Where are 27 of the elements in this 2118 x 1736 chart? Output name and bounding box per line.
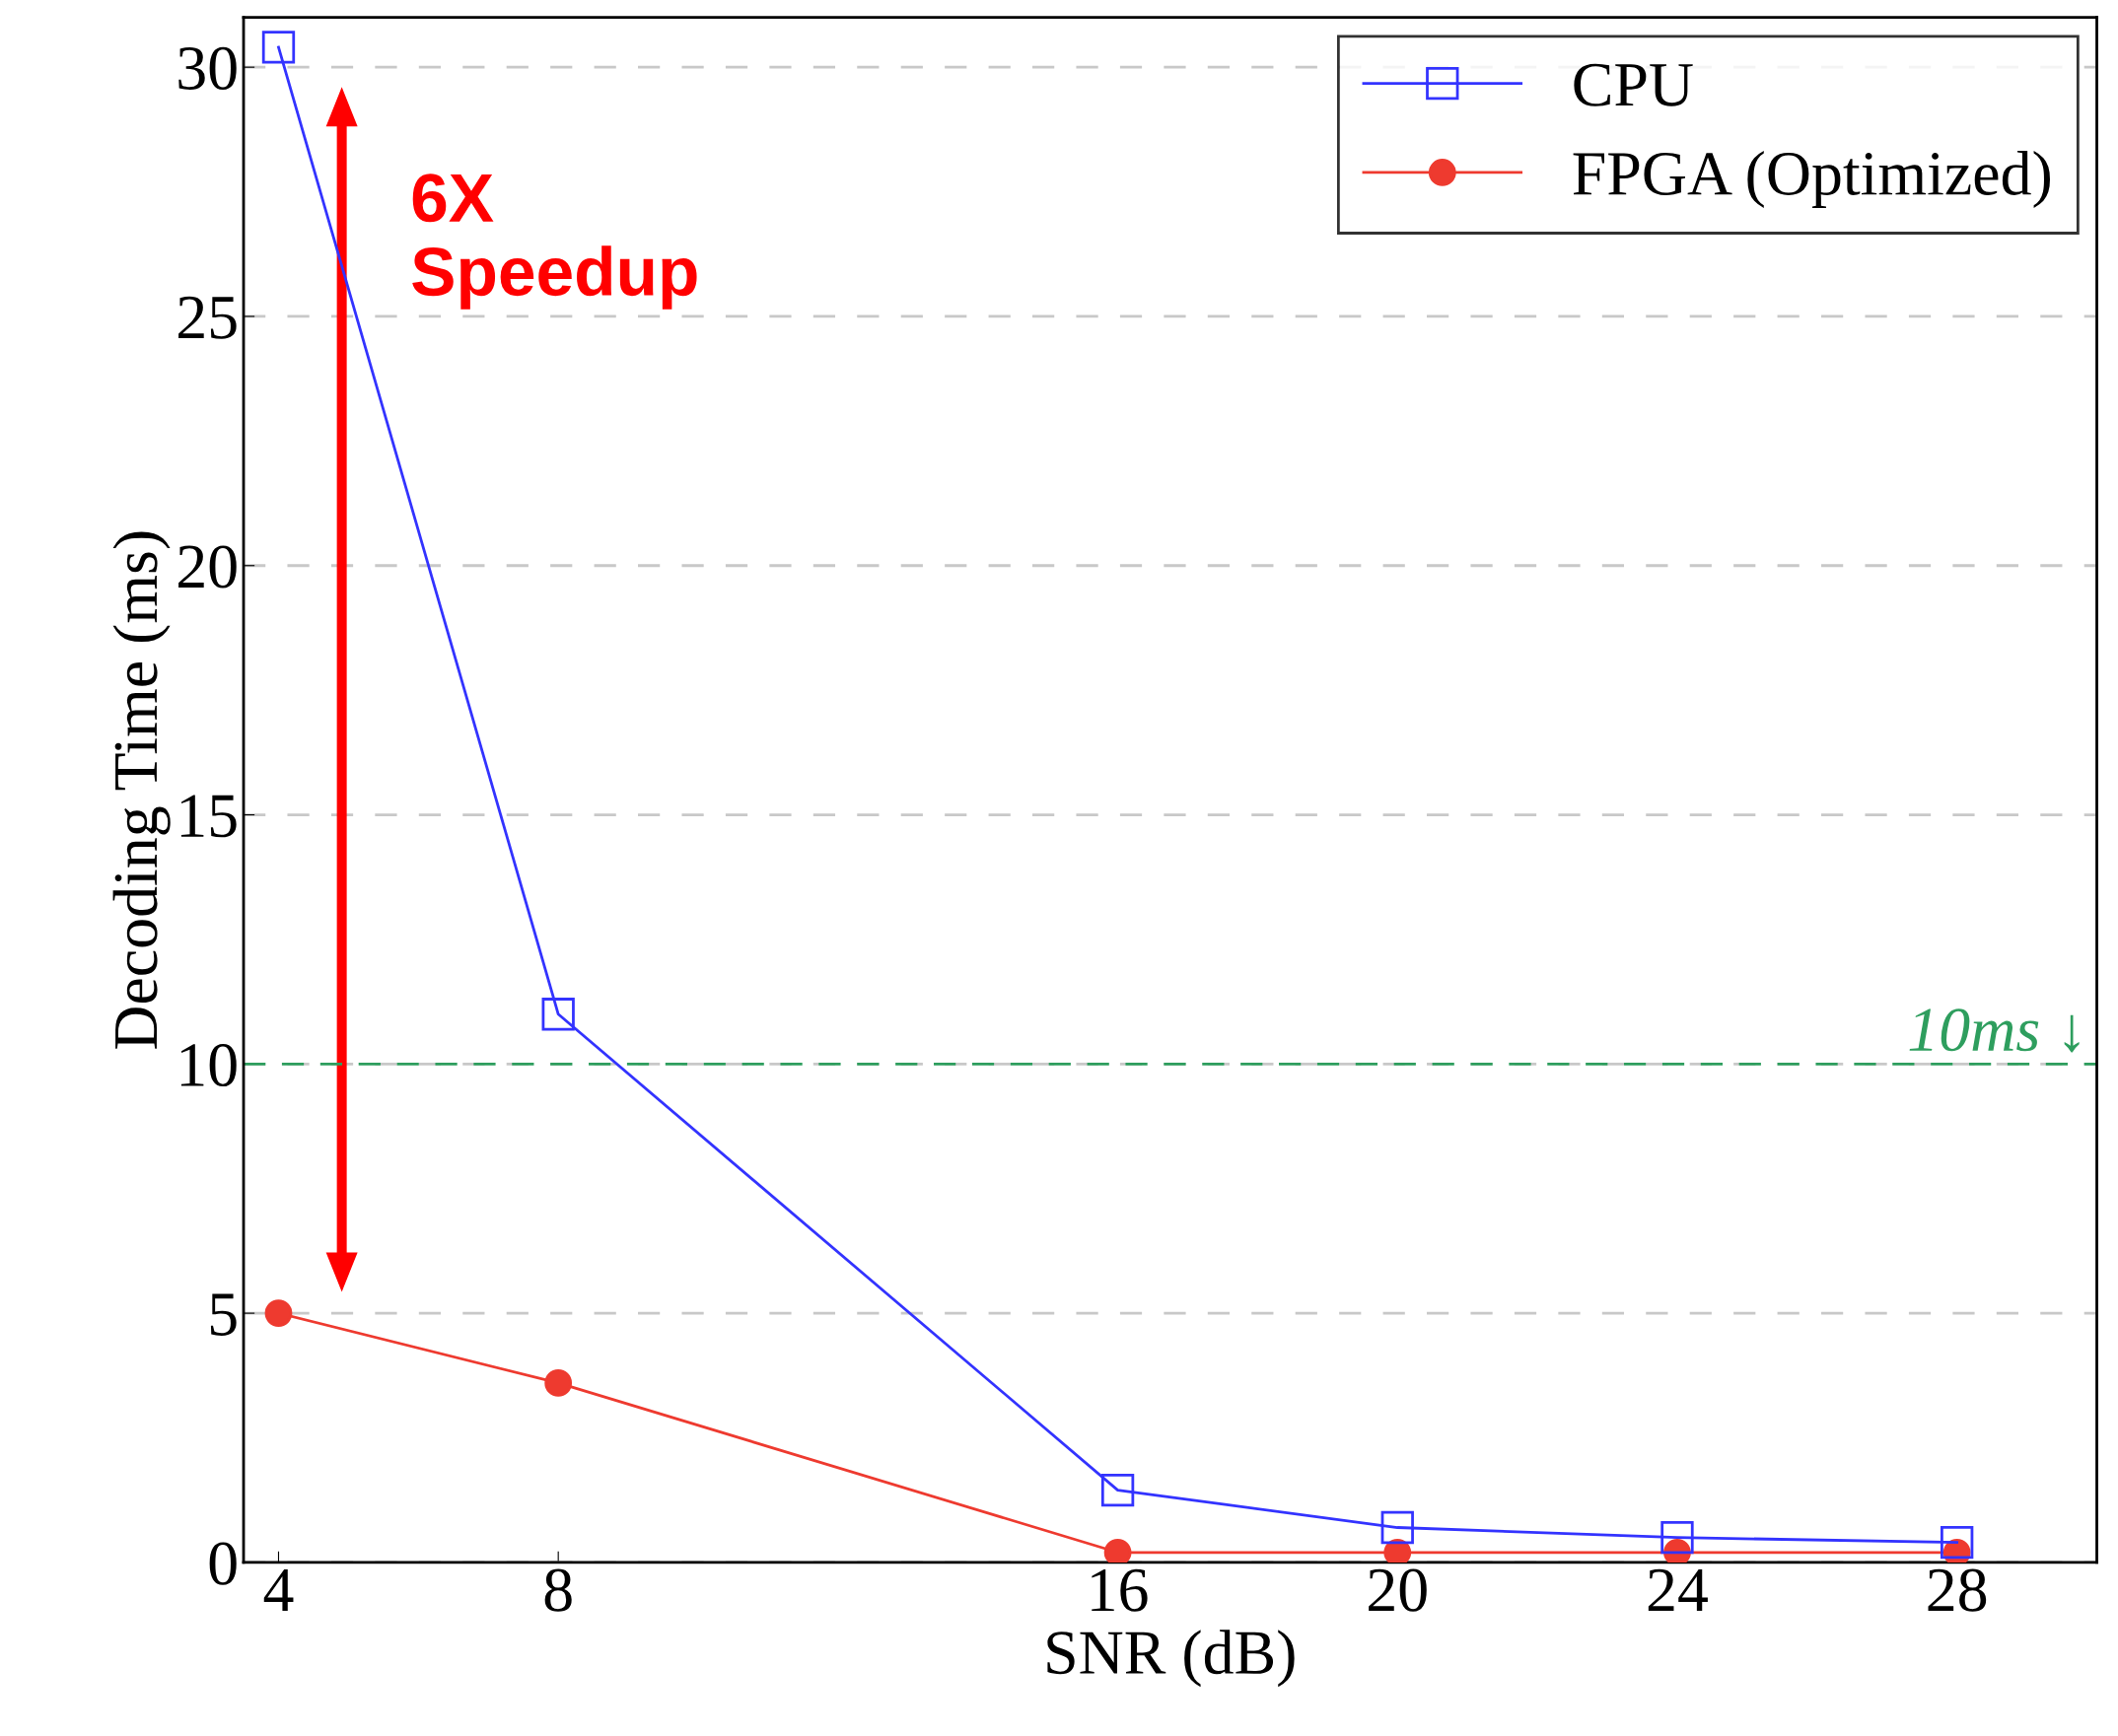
point xyxy=(264,1299,293,1327)
x-tick-label: 8 xyxy=(544,1568,572,1612)
annotation: 6X Speedup xyxy=(412,174,697,310)
y-tick-label: 0 xyxy=(209,1542,237,1585)
point xyxy=(1941,1526,1974,1560)
x-tick-label: 16 xyxy=(1092,1568,1148,1612)
ref-line-label: 10ms ↓ xyxy=(1909,1008,2080,1053)
x-tick-label: 20 xyxy=(1369,1568,1427,1612)
point xyxy=(1660,1520,1694,1555)
legend-label: FPGA (Optimized) xyxy=(1573,150,2050,208)
y-tick-label: 15 xyxy=(180,795,237,838)
legend-label: CPU xyxy=(1574,63,1693,106)
y-tick-label: 20 xyxy=(178,545,237,589)
point xyxy=(541,998,575,1031)
point xyxy=(544,1369,573,1397)
y-tick-label: 25 xyxy=(178,296,237,339)
point xyxy=(1100,1473,1135,1507)
x-tick-label: 24 xyxy=(1648,1568,1708,1612)
y-tick-label: 5 xyxy=(210,1293,237,1336)
point xyxy=(261,31,296,64)
y-tick-label: 10 xyxy=(180,1044,237,1087)
y-axis-title: Decoding Time (ms) xyxy=(112,531,171,1049)
point xyxy=(1380,1510,1414,1545)
x-tick-label: 4 xyxy=(263,1569,294,1612)
y-tick-label: 30 xyxy=(178,46,237,90)
x-tick-label: 28 xyxy=(1928,1568,1987,1612)
x-axis-title: SNR (dB) xyxy=(1047,1630,1295,1688)
